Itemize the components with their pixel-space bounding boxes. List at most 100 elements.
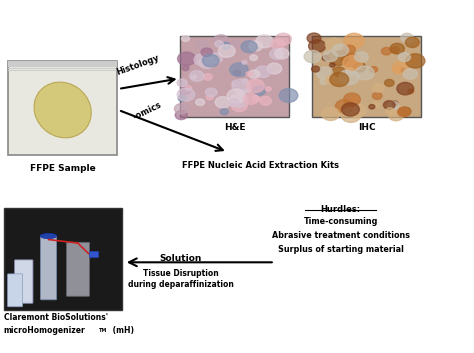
- Circle shape: [199, 57, 214, 68]
- Circle shape: [252, 96, 259, 101]
- FancyBboxPatch shape: [8, 274, 23, 307]
- FancyBboxPatch shape: [4, 208, 121, 310]
- Circle shape: [398, 107, 410, 117]
- Text: TM: TM: [99, 328, 107, 333]
- Circle shape: [215, 41, 223, 47]
- Circle shape: [328, 50, 348, 65]
- Circle shape: [213, 35, 228, 46]
- Circle shape: [304, 50, 321, 63]
- Circle shape: [232, 80, 240, 86]
- Circle shape: [341, 54, 359, 67]
- Circle shape: [329, 63, 335, 67]
- Text: microHomogenizer: microHomogenizer: [4, 327, 85, 335]
- Text: Solution: Solution: [159, 253, 201, 263]
- Circle shape: [348, 104, 366, 118]
- Circle shape: [322, 107, 339, 120]
- Circle shape: [372, 102, 380, 108]
- Circle shape: [256, 35, 273, 48]
- Circle shape: [344, 93, 360, 106]
- FancyBboxPatch shape: [15, 260, 33, 303]
- Ellipse shape: [40, 233, 57, 239]
- Circle shape: [231, 41, 240, 47]
- Circle shape: [178, 95, 186, 101]
- Circle shape: [271, 39, 284, 49]
- Circle shape: [341, 108, 361, 122]
- Circle shape: [393, 67, 401, 73]
- Text: -omics: -omics: [132, 101, 164, 122]
- Circle shape: [245, 88, 251, 92]
- Circle shape: [388, 102, 399, 110]
- Circle shape: [307, 33, 321, 43]
- Circle shape: [242, 61, 247, 64]
- Text: Hurdles:: Hurdles:: [320, 204, 361, 214]
- Circle shape: [346, 53, 351, 56]
- Circle shape: [346, 68, 355, 75]
- Circle shape: [231, 100, 247, 112]
- Circle shape: [275, 33, 292, 45]
- Bar: [9, 67, 117, 69]
- FancyBboxPatch shape: [89, 251, 98, 257]
- Circle shape: [330, 72, 349, 86]
- Circle shape: [267, 63, 282, 74]
- FancyBboxPatch shape: [66, 243, 90, 296]
- Circle shape: [325, 38, 343, 51]
- FancyBboxPatch shape: [9, 61, 117, 155]
- Circle shape: [177, 79, 187, 87]
- Circle shape: [389, 110, 403, 121]
- Text: Claremont BioSolutions': Claremont BioSolutions': [4, 313, 108, 322]
- Circle shape: [384, 79, 394, 86]
- Circle shape: [317, 67, 333, 79]
- Circle shape: [180, 87, 191, 95]
- Circle shape: [209, 53, 223, 63]
- Circle shape: [197, 41, 208, 49]
- Circle shape: [343, 45, 356, 54]
- Circle shape: [221, 42, 230, 49]
- Circle shape: [356, 66, 374, 80]
- Circle shape: [178, 52, 196, 66]
- Circle shape: [342, 103, 359, 116]
- Text: H&E: H&E: [224, 123, 246, 132]
- Circle shape: [260, 96, 272, 105]
- Circle shape: [373, 84, 384, 92]
- Circle shape: [215, 97, 230, 108]
- Circle shape: [408, 89, 414, 94]
- Circle shape: [401, 33, 413, 42]
- Circle shape: [230, 63, 248, 77]
- Text: Histology: Histology: [116, 53, 161, 77]
- Circle shape: [406, 54, 425, 68]
- Circle shape: [250, 55, 257, 61]
- Circle shape: [249, 41, 263, 51]
- Circle shape: [244, 94, 258, 104]
- Circle shape: [383, 101, 395, 109]
- Circle shape: [309, 40, 326, 52]
- Circle shape: [369, 104, 375, 109]
- Circle shape: [386, 108, 394, 114]
- Circle shape: [339, 70, 359, 85]
- FancyBboxPatch shape: [40, 235, 56, 300]
- Circle shape: [196, 99, 205, 106]
- Text: Abrasive treatment conditions: Abrasive treatment conditions: [272, 231, 410, 240]
- Circle shape: [230, 94, 248, 107]
- Circle shape: [232, 79, 250, 93]
- Circle shape: [332, 67, 346, 77]
- Circle shape: [323, 51, 337, 61]
- Circle shape: [227, 89, 246, 103]
- Circle shape: [249, 70, 260, 78]
- Circle shape: [397, 82, 414, 95]
- Circle shape: [344, 33, 365, 48]
- Circle shape: [265, 86, 271, 91]
- Circle shape: [336, 100, 354, 113]
- Circle shape: [320, 79, 328, 84]
- Circle shape: [242, 79, 248, 83]
- Text: (mH): (mH): [110, 327, 134, 335]
- Circle shape: [275, 48, 289, 59]
- Circle shape: [203, 73, 212, 80]
- Bar: [9, 64, 117, 65]
- Circle shape: [175, 110, 187, 120]
- Circle shape: [246, 72, 252, 76]
- Text: FFPE Nucleic Acid Extraction Kits: FFPE Nucleic Acid Extraction Kits: [182, 161, 339, 170]
- Circle shape: [202, 54, 219, 67]
- Circle shape: [255, 66, 271, 78]
- Circle shape: [219, 45, 235, 57]
- Circle shape: [182, 36, 190, 42]
